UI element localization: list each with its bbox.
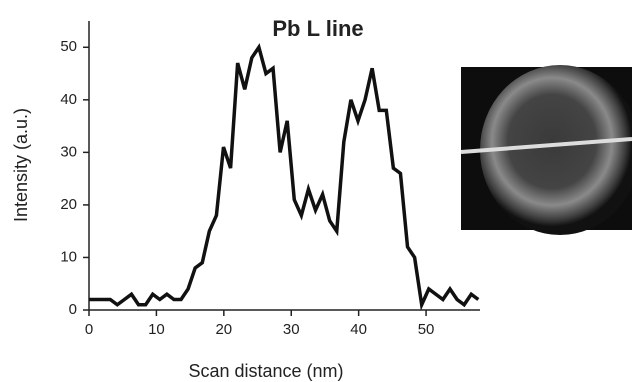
y-tick-label: 0 (69, 301, 77, 318)
x-tick-label: 20 (215, 321, 232, 338)
x-tick-label: 50 (418, 321, 435, 338)
page: {"chart_data": { "type": "line", "title"… (0, 0, 632, 382)
x-tick-label: 0 (85, 321, 93, 338)
y-tick-label: 20 (60, 196, 77, 213)
chart: Pb L line Intensity (a.u.) Scan distance… (0, 0, 632, 382)
y-tick-label: 40 (60, 91, 77, 108)
x-tick-label: 40 (350, 321, 367, 338)
chart-title: Pb L line (272, 16, 363, 41)
y-tick-label: 50 (60, 38, 77, 55)
x-tick-label: 30 (283, 321, 300, 338)
data-line (89, 47, 478, 304)
x-tick-label: 10 (148, 321, 165, 338)
x-axis-label: Scan distance (nm) (188, 361, 343, 381)
inset-image (461, 65, 632, 235)
y-tick-label: 30 (60, 143, 77, 160)
y-axis-label: Intensity (a.u.) (11, 108, 31, 222)
y-tick-label: 10 (60, 248, 77, 265)
